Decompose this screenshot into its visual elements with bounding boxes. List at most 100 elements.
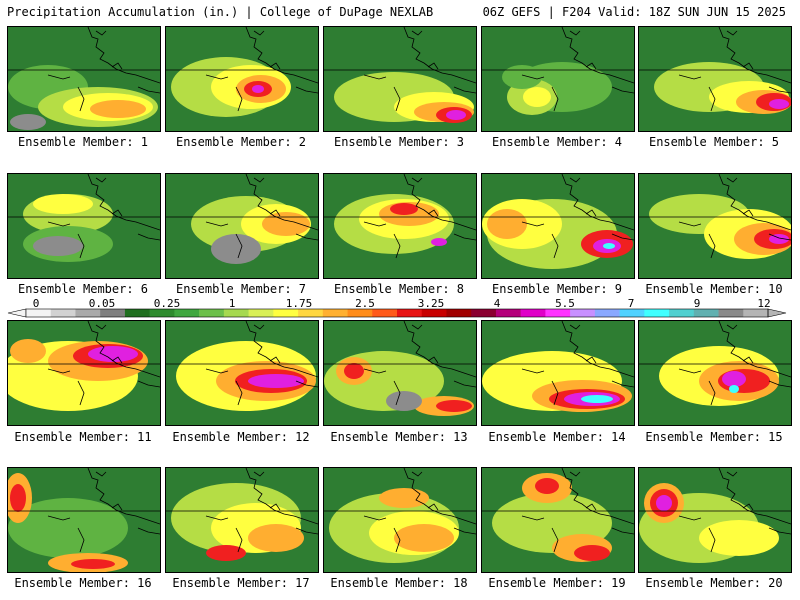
coastline [205, 468, 318, 553]
coastline [678, 27, 791, 112]
colorbar-segment [421, 309, 447, 317]
ensemble-member-map [7, 173, 161, 279]
colorbar-segment [273, 309, 299, 317]
precip-contour [446, 110, 466, 120]
ensemble-member-label: Ensemble Member: 3 [333, 135, 465, 149]
coastline [47, 321, 160, 406]
colorbar-segment [372, 309, 398, 317]
precip-map [166, 174, 318, 278]
precip-contour [729, 385, 739, 393]
precip-map [639, 468, 791, 572]
ensemble-member-label: Ensemble Member: 16 [14, 576, 152, 590]
colorbar-arrow-left [7, 308, 27, 318]
colorbar-tick-label: 1.75 [285, 297, 313, 310]
ensemble-member-map [323, 467, 477, 573]
ensemble-member-label: Ensemble Member: 2 [175, 135, 307, 149]
ensemble-member-map [7, 467, 161, 573]
precip-contour [10, 484, 26, 512]
precip-map [166, 321, 318, 425]
ensemble-member-label: Ensemble Member: 10 [645, 282, 783, 296]
precip-contour [211, 234, 261, 264]
coastline [363, 468, 476, 553]
ensemble-member-map [638, 26, 792, 132]
colorbar-tick-label: 1 [228, 297, 236, 310]
colorbar-tick-label: 0.25 [153, 297, 181, 310]
colorbar-tick-label: 5.5 [555, 297, 575, 310]
precip-contour [379, 488, 429, 508]
ensemble-member-map [165, 173, 319, 279]
ensemble-member-map [165, 467, 319, 573]
coastline [363, 174, 476, 259]
coastline [47, 468, 160, 553]
precip-map [8, 27, 160, 131]
colorbar-segment [397, 309, 423, 317]
precip-map [8, 321, 160, 425]
precip-contour [90, 100, 146, 118]
coastline [521, 321, 634, 406]
colorbar-segment [347, 309, 373, 317]
colorbar-tick-label: 3.25 [417, 297, 445, 310]
ensemble-member-map [165, 26, 319, 132]
precip-map [482, 321, 634, 425]
coastline [47, 174, 160, 259]
precip-contour [722, 371, 746, 387]
precip-map [482, 468, 634, 572]
precip-contour [386, 391, 422, 411]
ensemble-member-map [638, 173, 792, 279]
ensemble-member-map [7, 320, 161, 426]
coastline [521, 174, 634, 259]
colorbar-segment [446, 309, 472, 317]
coastline [678, 468, 791, 553]
colorbar-segment [174, 309, 200, 317]
colorbar-segment [199, 309, 225, 317]
precip-contour [436, 400, 472, 412]
coastline [678, 321, 791, 406]
ensemble-member-map [481, 26, 635, 132]
precip-contour [581, 395, 613, 403]
ensemble-member-label: Ensemble Member: 6 [17, 282, 149, 296]
ensemble-member-map [481, 467, 635, 573]
colorbar-segment [520, 309, 546, 317]
precip-contour [502, 65, 542, 89]
precip-contour [344, 363, 364, 379]
ensemble-member-label: Ensemble Member: 19 [488, 576, 626, 590]
precip-map [8, 174, 160, 278]
precip-map [324, 27, 476, 131]
ensemble-member-label: Ensemble Member: 5 [648, 135, 780, 149]
colorbar-segment [743, 309, 769, 317]
precip-contour [769, 99, 789, 109]
precip-contour [535, 478, 559, 494]
precip-map [324, 468, 476, 572]
colorbar-segment [693, 309, 719, 317]
precip-map [639, 174, 791, 278]
colorbar-segment [594, 309, 620, 317]
colorbar-segment [669, 309, 695, 317]
coastline [205, 174, 318, 259]
ensemble-member-label: Ensemble Member: 4 [491, 135, 623, 149]
precip-map [639, 321, 791, 425]
coastline [205, 321, 318, 406]
precip-map [324, 174, 476, 278]
precip-contour [8, 498, 128, 558]
coastline [205, 27, 318, 112]
colorbar-tick-label: 9 [693, 297, 701, 310]
colorbar-segment [100, 309, 126, 317]
ensemble-member-label: Ensemble Member: 8 [333, 282, 465, 296]
ensemble-member-map [165, 320, 319, 426]
colorbar-tick-label: 0 [32, 297, 40, 310]
colorbar-segment [124, 309, 150, 317]
colorbar-segment [495, 309, 521, 317]
precip-contour [248, 524, 304, 552]
colorbar-segment [471, 309, 497, 317]
precip-contour [206, 545, 246, 561]
ensemble-member-label: Ensemble Member: 15 [645, 430, 783, 444]
precip-contour [574, 545, 610, 561]
precip-contour [33, 194, 93, 214]
colorbar-tick-label: 0.05 [88, 297, 116, 310]
precip-map [482, 174, 634, 278]
ensemble-member-map [638, 320, 792, 426]
colorbar-segment [570, 309, 596, 317]
colorbar-segment [223, 309, 249, 317]
precip-map [8, 468, 160, 572]
precip-contour [262, 212, 310, 236]
